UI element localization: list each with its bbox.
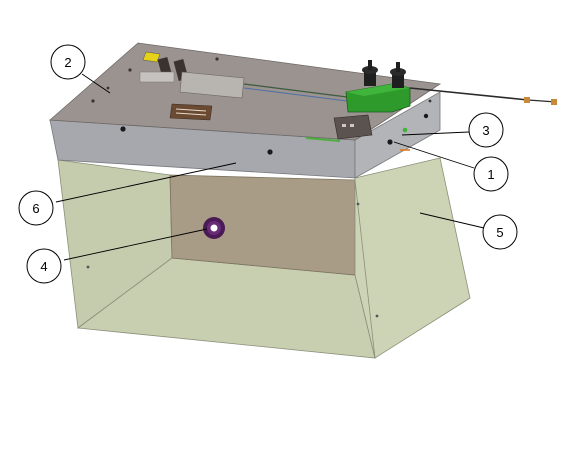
svg-text:4: 4 xyxy=(40,259,47,274)
cable xyxy=(409,87,557,105)
screw xyxy=(120,126,126,132)
svg-text:3: 3 xyxy=(482,123,489,138)
top-plate xyxy=(49,42,442,142)
cap xyxy=(364,70,376,86)
cap xyxy=(392,72,404,88)
connector-base xyxy=(139,71,175,83)
callout-4: 4 xyxy=(26,248,62,284)
green-pump-box xyxy=(345,60,411,113)
callout-2: 2 xyxy=(50,44,86,80)
enclosure-right-panel xyxy=(354,157,471,359)
indicator-hole xyxy=(387,139,393,145)
back-panel xyxy=(169,174,356,276)
callout-3: 3 xyxy=(468,112,504,148)
svg-text:5: 5 xyxy=(496,225,503,240)
callout-5: 5 xyxy=(482,214,518,250)
svg-text:1: 1 xyxy=(487,167,494,182)
callout-6: 6 xyxy=(18,190,54,226)
hazard-label xyxy=(142,51,161,63)
leader-lines xyxy=(55,73,485,261)
screw xyxy=(423,113,429,119)
enclosure xyxy=(57,157,471,359)
callouts: 2 3 1 6 5 4 xyxy=(18,44,518,284)
label-plate xyxy=(169,103,213,121)
green-strip xyxy=(305,137,341,142)
linear-rail xyxy=(179,71,245,99)
screw xyxy=(86,265,90,269)
screw xyxy=(267,149,273,155)
callout-1: 1 xyxy=(473,156,509,192)
svg-text:2: 2 xyxy=(64,55,71,70)
screw xyxy=(356,202,360,206)
screw xyxy=(375,314,379,318)
indicator-led xyxy=(402,127,408,133)
svg-text:6: 6 xyxy=(32,201,39,216)
port-4 xyxy=(203,217,225,239)
side-band xyxy=(49,91,441,179)
